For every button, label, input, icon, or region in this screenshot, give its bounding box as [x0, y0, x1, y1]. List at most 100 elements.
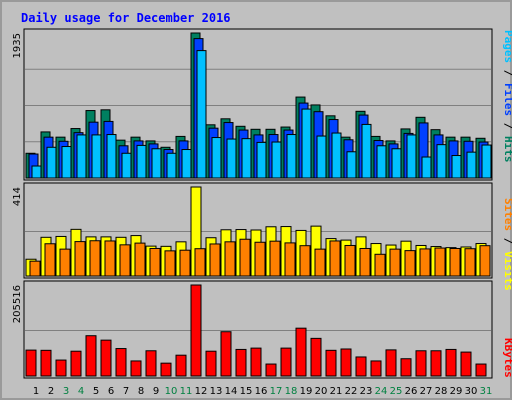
bar-pages-day-8: [136, 144, 147, 179]
bar-kbytes-day-8: [130, 360, 142, 377]
bar-sites-day-10: [164, 250, 176, 277]
bar-kbytes-day-5: [85, 335, 97, 377]
bar-kbytes-day-18: [280, 347, 292, 377]
bar-sites-day-1: [29, 260, 41, 277]
bar-sites-day-25: [389, 248, 401, 277]
bar-sites-day-5: [89, 240, 101, 277]
bar-kbytes-day-13: [205, 350, 217, 377]
bar-kbytes-day-4: [70, 350, 82, 377]
chart-panels: 1935 Pages / Files / Hits 414 Sites / Visit…: [12, 28, 512, 379]
bar-sites-day-7: [119, 244, 131, 277]
bar-sites-day-15: [239, 238, 251, 277]
x-tick-label-20: 20: [315, 386, 328, 397]
x-tick-label-8: 8: [138, 386, 144, 397]
bar-kbytes-day-9: [145, 350, 157, 377]
bar-pages-day-25: [391, 148, 402, 179]
x-tick-label-11: 11: [180, 386, 193, 397]
x-tick-label-27: 27: [420, 386, 433, 397]
x-tick-label-5: 5: [93, 386, 99, 397]
bar-kbytes-day-29: [445, 348, 457, 377]
x-tick-label-14: 14: [225, 386, 238, 397]
panel-visits-sites: 414 Sites / Visits: [12, 182, 512, 291]
bar-pages-day-21: [331, 132, 342, 179]
bar-sites-day-3: [59, 248, 71, 277]
legend-separator: /: [502, 63, 512, 83]
x-tick-label-3: 3: [63, 386, 69, 397]
bar-kbytes-day-15: [235, 348, 247, 377]
legend-item-kbytes: KBytes: [502, 338, 512, 378]
bar-sites-day-31: [479, 245, 491, 277]
bar-kbytes-day-27: [415, 350, 427, 377]
bar-sites-day-27: [419, 248, 431, 277]
x-tick-label-23: 23: [360, 386, 373, 397]
bar-pages-day-14: [226, 138, 237, 179]
chart-title: Daily usage for December 2016: [21, 11, 231, 25]
x-tick-label-13: 13: [210, 386, 223, 397]
bar-sites-day-30: [464, 248, 476, 277]
bar-pages-day-20: [316, 135, 327, 179]
bar-kbytes-day-21: [325, 349, 337, 377]
x-tick-label-22: 22: [345, 386, 358, 397]
x-tick-label-15: 15: [240, 386, 253, 397]
x-tick-label-26: 26: [405, 386, 418, 397]
bar-pages-day-24: [376, 145, 387, 179]
legend-separator: /: [502, 231, 512, 251]
x-tick-label-31: 31: [480, 386, 493, 397]
bar-kbytes-day-28: [430, 350, 442, 377]
bar-kbytes-day-3: [55, 359, 67, 377]
bar-kbytes-day-23: [355, 356, 367, 377]
panel-hits-files-pages: 1935 Pages / Files / Hits: [12, 28, 512, 181]
legend-item-hits: Hits: [502, 136, 512, 163]
bar-sites-day-11: [179, 249, 191, 277]
legend-separator: /: [502, 116, 512, 136]
bar-pages-day-28: [436, 144, 447, 179]
bar-pages-day-19: [301, 108, 312, 179]
x-tick-label-16: 16: [255, 386, 268, 397]
bar-sites-day-28: [434, 247, 446, 277]
bar-kbytes-day-2: [40, 349, 52, 377]
bar-pages-day-29: [451, 155, 462, 179]
bar-pages-day-23: [361, 123, 372, 179]
bar-pages-day-22: [346, 151, 357, 179]
x-tick-label-7: 7: [123, 386, 129, 397]
x-tick-label-12: 12: [195, 386, 208, 397]
bar-sites-day-8: [134, 242, 146, 277]
bar-pages-day-12: [196, 50, 207, 179]
bar-pages-day-6: [106, 134, 117, 179]
x-tick-label-4: 4: [78, 386, 84, 397]
y-max-label-hits-files-pages: 1935: [12, 33, 23, 58]
bar-pages-day-1: [31, 165, 42, 179]
bar-kbytes-day-6: [100, 339, 112, 377]
bar-pages-day-17: [271, 141, 282, 179]
bar-sites-day-2: [44, 243, 56, 277]
bar-pages-day-9: [151, 148, 162, 179]
x-tick-label-24: 24: [375, 386, 388, 397]
bar-kbytes-day-1: [25, 349, 37, 377]
bar-kbytes-day-11: [175, 354, 187, 377]
bar-sites-day-26: [404, 250, 416, 277]
x-tick-label-28: 28: [435, 386, 448, 397]
bar-kbytes-day-26: [400, 358, 412, 377]
bar-sites-day-4: [74, 241, 86, 277]
legend-visits-sites: Sites / Visits: [502, 198, 512, 291]
x-tick-label-21: 21: [330, 386, 343, 397]
x-tick-label-18: 18: [285, 386, 298, 397]
bar-pages-day-3: [61, 146, 72, 179]
bar-sites-day-21: [329, 240, 341, 277]
bar-sites-day-23: [359, 247, 371, 277]
bar-pages-day-30: [466, 151, 477, 179]
x-tick-label-9: 9: [153, 386, 159, 397]
bar-kbytes-day-31: [475, 363, 487, 377]
legend-item-sites: Sites: [502, 198, 512, 231]
x-tick-label-19: 19: [300, 386, 313, 397]
bar-pages-day-11: [181, 149, 192, 179]
y-max-label-visits-sites: 414: [12, 187, 23, 206]
bar-pages-day-27: [421, 156, 432, 179]
bar-pages-day-26: [406, 134, 417, 179]
bar-kbytes-day-19: [295, 327, 307, 377]
x-tick-label-29: 29: [450, 386, 463, 397]
bar-pages-day-18: [286, 134, 297, 179]
bar-kbytes-day-22: [340, 348, 352, 377]
x-tick-label-30: 30: [465, 386, 478, 397]
